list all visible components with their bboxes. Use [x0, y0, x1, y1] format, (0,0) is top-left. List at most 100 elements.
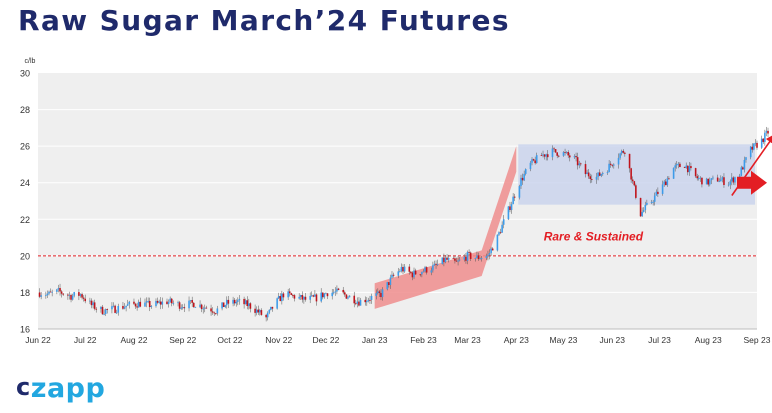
candle-up	[652, 201, 654, 203]
candle-down	[292, 294, 294, 296]
candle-up	[237, 300, 239, 302]
candle-down	[454, 258, 456, 261]
candle-down	[633, 181, 636, 186]
candle-down	[543, 154, 546, 157]
candle-down	[587, 172, 590, 177]
candle-down	[468, 251, 470, 253]
candle-up	[89, 300, 91, 302]
candle-up	[595, 176, 598, 180]
candle-up	[436, 264, 439, 265]
candle-down	[82, 297, 85, 299]
candle-up	[259, 310, 261, 313]
candle-down	[557, 155, 560, 157]
candle-down	[166, 301, 168, 305]
candle-down	[455, 260, 458, 262]
candle-up	[181, 307, 184, 308]
x-tick-label: Jul 22	[74, 335, 97, 345]
candle-down	[668, 178, 670, 180]
candle-up	[79, 294, 82, 296]
y-axis-label: c/lb	[25, 58, 36, 65]
candle-down	[290, 293, 293, 295]
candle-down	[751, 146, 754, 150]
candle-down	[260, 310, 263, 315]
candle-up	[309, 295, 311, 300]
candle-up	[46, 293, 49, 296]
candle-down	[446, 257, 448, 260]
candle-down	[546, 154, 549, 158]
candle-up	[674, 165, 676, 168]
candle-down	[609, 163, 612, 165]
candle-up	[180, 307, 182, 309]
candle-up	[366, 301, 368, 303]
y-tick-label: 26	[20, 142, 30, 152]
candle-down	[411, 272, 414, 278]
candle-up	[403, 266, 406, 272]
candle-down	[304, 296, 307, 300]
candle-down	[227, 299, 230, 304]
candle-down	[148, 300, 151, 308]
candle-up	[400, 266, 403, 272]
candle-up	[613, 164, 615, 166]
candle-up	[375, 293, 378, 296]
candle-down	[435, 263, 437, 265]
candle-down	[624, 152, 626, 154]
candle-up	[202, 308, 204, 310]
candle-up	[496, 234, 499, 251]
candle-down	[679, 163, 681, 168]
candle-down	[246, 300, 249, 306]
candle-up	[444, 257, 447, 263]
candle-down	[353, 295, 356, 304]
candle-up	[463, 256, 466, 260]
candle-down	[93, 302, 96, 309]
candle-up	[244, 300, 247, 305]
candle-down	[696, 176, 699, 179]
candle-up	[276, 298, 278, 309]
candle-down	[567, 152, 570, 156]
candle-up	[520, 177, 522, 187]
candle-up	[123, 307, 126, 309]
candle-up	[298, 296, 300, 299]
candle-down	[101, 306, 104, 315]
x-tick-label: Jun 22	[25, 335, 51, 345]
candle-down	[628, 153, 631, 169]
candle-down	[414, 270, 417, 275]
candle-down	[499, 232, 502, 234]
candle-up	[765, 130, 768, 133]
candle-up	[602, 173, 604, 175]
candle-up	[270, 306, 272, 310]
candle-up	[510, 204, 513, 211]
candle-up	[699, 177, 702, 179]
candle-up	[542, 154, 544, 156]
candle-down	[60, 291, 63, 294]
candle-up	[92, 302, 94, 306]
candle-up	[367, 299, 370, 302]
candle-up	[111, 306, 113, 310]
candle-down	[62, 293, 64, 295]
x-tick-label: Sep 22	[169, 335, 196, 345]
candle-up	[749, 146, 752, 158]
candle-down	[358, 301, 360, 306]
candle-down	[214, 313, 217, 315]
candle-up	[727, 184, 730, 186]
candle-up	[661, 184, 664, 194]
candle-up	[578, 163, 581, 166]
candle-up	[498, 232, 500, 235]
candle-down	[762, 138, 765, 142]
candle-up	[359, 299, 362, 306]
candle-down	[84, 298, 86, 302]
candle-down	[191, 300, 193, 303]
candle-down	[631, 179, 634, 182]
candle-up	[126, 304, 129, 306]
candle-up	[743, 159, 746, 170]
candle-up	[73, 292, 75, 296]
candle-down	[200, 304, 203, 310]
candle-up	[45, 295, 47, 296]
candle-down	[532, 159, 535, 161]
candle-down	[443, 257, 445, 263]
candle-down	[723, 177, 725, 185]
candle-down	[233, 299, 236, 304]
candle-down	[136, 306, 138, 308]
candle-down	[392, 274, 395, 276]
candle-up	[688, 166, 691, 173]
candle-up	[167, 301, 170, 305]
